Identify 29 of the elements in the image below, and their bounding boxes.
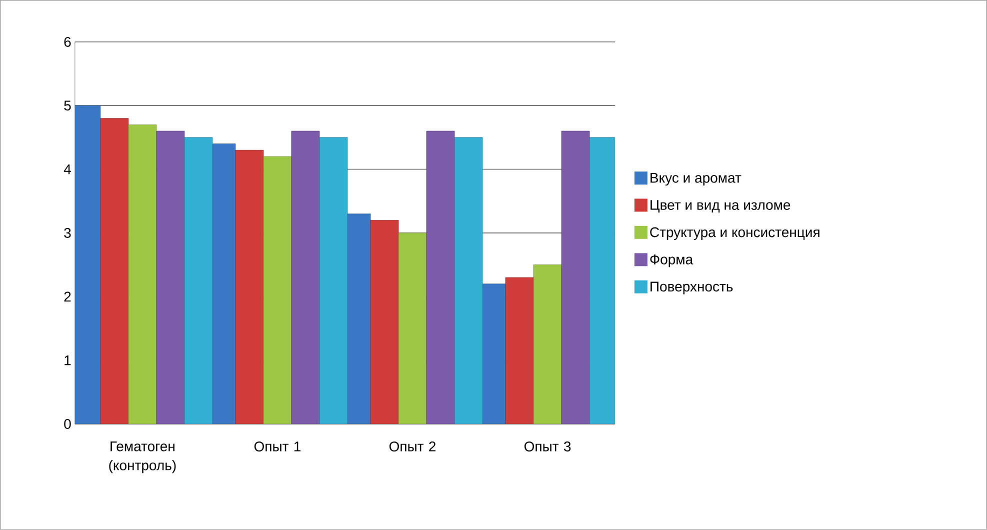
x-tick-label: Опыт 3 <box>524 442 571 452</box>
legend-label: Структура и консистенция <box>650 227 820 240</box>
y-tick-label: 1 <box>64 356 71 366</box>
bar <box>454 137 483 424</box>
bar <box>370 220 399 424</box>
bar <box>156 130 185 424</box>
bar <box>291 130 320 424</box>
bar <box>398 232 427 424</box>
y-tick-label: 6 <box>64 36 71 47</box>
legend-label: Цвет и вид на изломе <box>650 200 790 213</box>
y-tick-label: 2 <box>64 292 71 302</box>
y-tick-label: 5 <box>64 100 71 111</box>
bar <box>235 150 264 424</box>
bar <box>505 277 534 424</box>
bar <box>533 264 562 424</box>
bar <box>319 137 348 424</box>
legend-label: Вкус и аромат <box>650 173 742 186</box>
x-tick-label: Опыт 1 <box>254 442 300 452</box>
bar <box>263 156 292 424</box>
y-tick-label: 0 <box>64 419 71 429</box>
y-tick-label: 4 <box>64 164 71 174</box>
bar <box>184 137 213 424</box>
x-tick-label: Гематоген (контроль) <box>109 442 176 474</box>
legend-label: Поверхность <box>650 282 733 294</box>
bar <box>128 124 157 424</box>
x-tick-label: Опыт 2 <box>389 442 436 452</box>
legend-label: Форма <box>650 254 694 268</box>
bar <box>426 130 455 424</box>
y-tick-label: 3 <box>64 228 71 238</box>
